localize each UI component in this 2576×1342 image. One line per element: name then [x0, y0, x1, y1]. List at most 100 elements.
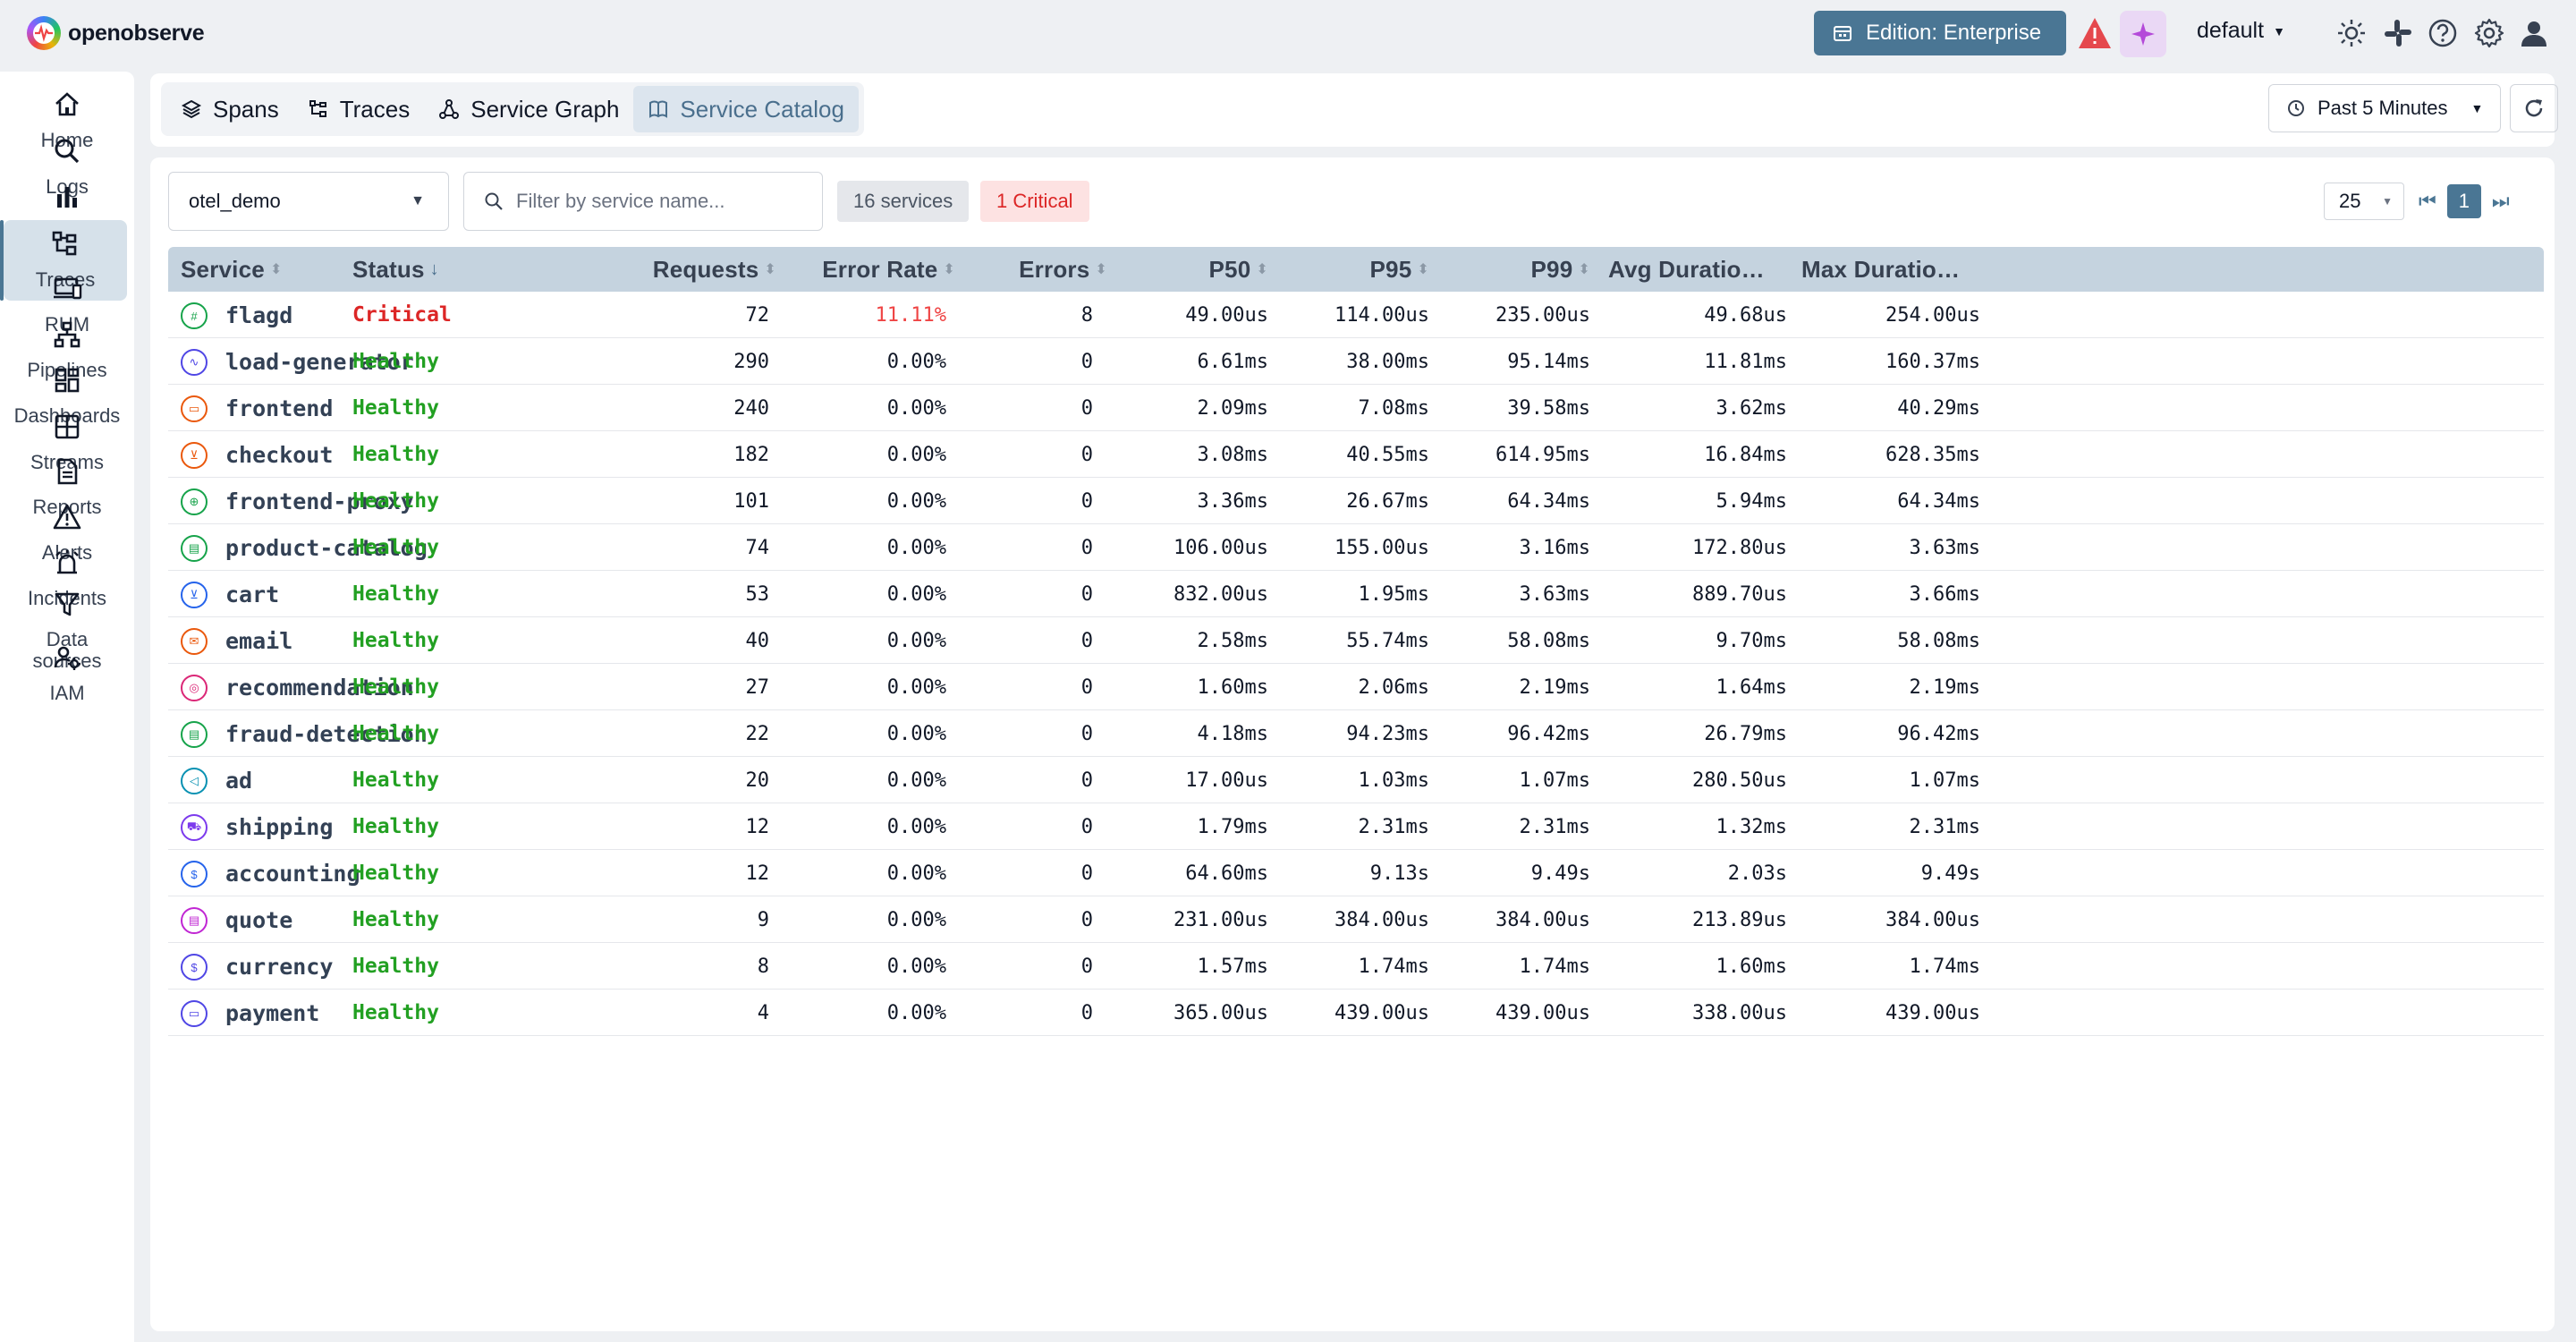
- column-header-p50[interactable]: P50 ⬍: [1125, 247, 1268, 292]
- cell-errors: 0: [1080, 1001, 1093, 1024]
- column-header-avg[interactable]: Avg Duratio…: [1608, 247, 1787, 292]
- service-name[interactable]: ad: [225, 767, 253, 794]
- column-header-p99[interactable]: P99 ⬍: [1447, 247, 1590, 292]
- table-row[interactable]: ⛟ shipping Healthy 12 0.00% 0 1.79ms 2.31ms 2.31…: [168, 803, 2544, 850]
- table-row[interactable]: $ currency Healthy 8 0.00% 0 1.57ms 1.74ms 1.74m…: [168, 943, 2544, 990]
- table-row[interactable]: ▤ quote Healthy 9 0.00% 0 231.00us 384.00us 384.…: [168, 896, 2544, 943]
- tab-label: Service Catalog: [680, 95, 844, 123]
- table-row[interactable]: ◁ ad Healthy 20 0.00% 0 17.00us 1.03ms 1.07ms 280…: [168, 757, 2544, 803]
- table-row[interactable]: ⊕ frontend-proxy Healthy 101 0.00% 0 3.36ms 26.…: [168, 478, 2544, 524]
- table-row[interactable]: ▭ frontend Healthy 240 0.00% 0 2.09ms 7.08ms 39.…: [168, 385, 2544, 431]
- table-row[interactable]: # flagd Critical 72 11.11% 8 49.00us 114.00us 23…: [168, 292, 2544, 338]
- help-icon[interactable]: [2428, 18, 2458, 53]
- table-row[interactable]: ∿ load-generator Healthy 290 0.00% 0 6.61ms 38.…: [168, 338, 2544, 385]
- cell-avg: 2.03s: [1727, 862, 1787, 885]
- cell-errors: 0: [1080, 489, 1093, 513]
- cell-avg: 1.60ms: [1716, 955, 1787, 978]
- column-header-error-rate[interactable]: Error Rate ⬍: [794, 247, 955, 292]
- service-name[interactable]: cart: [225, 581, 280, 607]
- sidebar-item-alerts[interactable]: Alerts: [0, 493, 134, 573]
- cell-p50: 1.57ms: [1197, 955, 1268, 978]
- column-header-label: P50: [1208, 255, 1251, 283]
- theme-toggle-icon[interactable]: [2336, 18, 2367, 53]
- service-filter-input[interactable]: [516, 190, 802, 213]
- table-row[interactable]: $ accounting Healthy 12 0.00% 0 64.60ms 9.13s 9.…: [168, 850, 2544, 896]
- last-page-icon[interactable]: ⏭: [2491, 190, 2510, 212]
- tab-label: Spans: [213, 95, 279, 123]
- table-row[interactable]: ▭ payment Healthy 4 0.00% 0 365.00us 439.00us 43…: [168, 990, 2544, 1036]
- app-logo[interactable]: openobserve: [27, 16, 205, 50]
- refresh-button[interactable]: [2510, 84, 2558, 132]
- ai-assistant-button[interactable]: [2120, 11, 2166, 57]
- table-row[interactable]: ✉ email Healthy 40 0.00% 0 2.58ms 55.74ms 58.08m…: [168, 617, 2544, 664]
- tab-traces[interactable]: Traces: [293, 86, 425, 132]
- column-header-max[interactable]: Max Duratio…: [1801, 247, 1980, 292]
- service-name[interactable]: email: [225, 627, 293, 654]
- service-name[interactable]: checkout: [225, 441, 334, 468]
- critical-count-badge[interactable]: 1 Critical: [980, 181, 1089, 222]
- sidebar-item-iam[interactable]: IAM: [0, 633, 134, 714]
- service-name[interactable]: product-catalog: [225, 534, 428, 561]
- service-name[interactable]: recommendation: [225, 674, 414, 701]
- caret-down-icon: ▼: [411, 193, 425, 208]
- table-row[interactable]: ◎ recommendation Healthy 27 0.00% 0 1.60ms 2.06…: [168, 664, 2544, 710]
- cell-max: 3.63ms: [1909, 536, 1980, 559]
- cell-errors: 0: [1080, 769, 1093, 792]
- table-row[interactable]: ▤ fraud-detection Healthy 22 0.00% 0 4.18ms 94.…: [168, 710, 2544, 757]
- cell-requests: 53: [745, 582, 770, 606]
- stream-selector[interactable]: otel_demo ▼: [168, 172, 449, 231]
- cell-requests: 101: [733, 489, 769, 513]
- sidebar-item-streams[interactable]: Streams: [0, 403, 134, 483]
- tab-service-graph[interactable]: Service Graph: [424, 86, 633, 132]
- org-selector[interactable]: default ▼: [2197, 18, 2285, 44]
- tab-service-catalog[interactable]: Service Catalog: [633, 86, 859, 132]
- service-icon: ▭: [181, 1000, 208, 1027]
- time-range-button[interactable]: Past 5 Minutes ▼: [2268, 84, 2501, 132]
- services-count-badge: 16 services: [837, 181, 970, 222]
- cell-p50: 832.00us: [1174, 582, 1268, 606]
- column-header-requests[interactable]: Requests ⬍: [633, 247, 776, 292]
- table-row[interactable]: ⊻ cart Healthy 53 0.00% 0 832.00us 1.95ms 3.63ms…: [168, 571, 2544, 617]
- service-icon-glyph: ▭: [188, 1007, 200, 1020]
- cell-p99: 39.58ms: [1507, 396, 1590, 420]
- column-header-errors[interactable]: Errors ⬍: [973, 247, 1107, 292]
- service-name[interactable]: accounting: [225, 860, 360, 887]
- tab-spans[interactable]: Spans: [166, 86, 293, 132]
- sidebar-item-incidents[interactable]: Incidents: [0, 539, 134, 619]
- slack-icon[interactable]: [2383, 18, 2413, 53]
- service-name[interactable]: shipping: [225, 813, 334, 840]
- sidebar-item-traces[interactable]: Traces: [0, 220, 127, 301]
- service-name[interactable]: load-generator: [225, 348, 414, 375]
- service-name[interactable]: payment: [225, 999, 320, 1026]
- cell-errors: 0: [1080, 908, 1093, 931]
- service-name[interactable]: frontend: [225, 395, 334, 421]
- cell-status: Healthy: [352, 350, 439, 373]
- edition-button[interactable]: Edition: Enterprise: [1814, 11, 2066, 55]
- service-name[interactable]: currency: [225, 953, 334, 980]
- settings-gear-icon[interactable]: [2474, 18, 2504, 53]
- cell-p95: 439.00us: [1335, 1001, 1429, 1024]
- sidebar-item-pipelines[interactable]: Pipelines: [0, 310, 134, 391]
- service-icon-glyph: ◎: [189, 681, 199, 694]
- user-avatar-icon[interactable]: [2519, 18, 2549, 53]
- rows-per-page-select[interactable]: 25 ▼: [2324, 183, 2404, 220]
- column-header-p95[interactable]: P95 ⬍: [1286, 247, 1429, 292]
- pipeline-icon: [53, 320, 81, 354]
- service-name[interactable]: fraud-detection: [225, 720, 428, 747]
- table-row[interactable]: ▤ product-catalog Healthy 74 0.00% 0 106.00us 1…: [168, 524, 2544, 571]
- column-header-status[interactable]: Status ↓: [352, 247, 469, 292]
- cell-p99: 96.42ms: [1507, 722, 1590, 745]
- table-row[interactable]: ⊻ checkout Healthy 182 0.00% 0 3.08ms 40.55ms 61…: [168, 431, 2544, 478]
- cell-errors: 0: [1080, 582, 1093, 606]
- service-name[interactable]: quote: [225, 906, 293, 933]
- first-page-icon[interactable]: ⏮: [2419, 190, 2436, 212]
- column-header-service[interactable]: Service ⬍: [181, 247, 342, 292]
- service-name[interactable]: frontend-proxy: [225, 488, 414, 514]
- sidebar-item-rum[interactable]: RUM: [0, 265, 134, 345]
- page-number-button[interactable]: 1: [2446, 184, 2481, 218]
- cell-avg: 3.62ms: [1716, 396, 1787, 420]
- cell-p50: 1.79ms: [1197, 815, 1268, 838]
- service-name[interactable]: flagd: [225, 302, 293, 328]
- warning-icon[interactable]: [2077, 16, 2113, 55]
- cell-max: 1.07ms: [1909, 769, 1980, 792]
